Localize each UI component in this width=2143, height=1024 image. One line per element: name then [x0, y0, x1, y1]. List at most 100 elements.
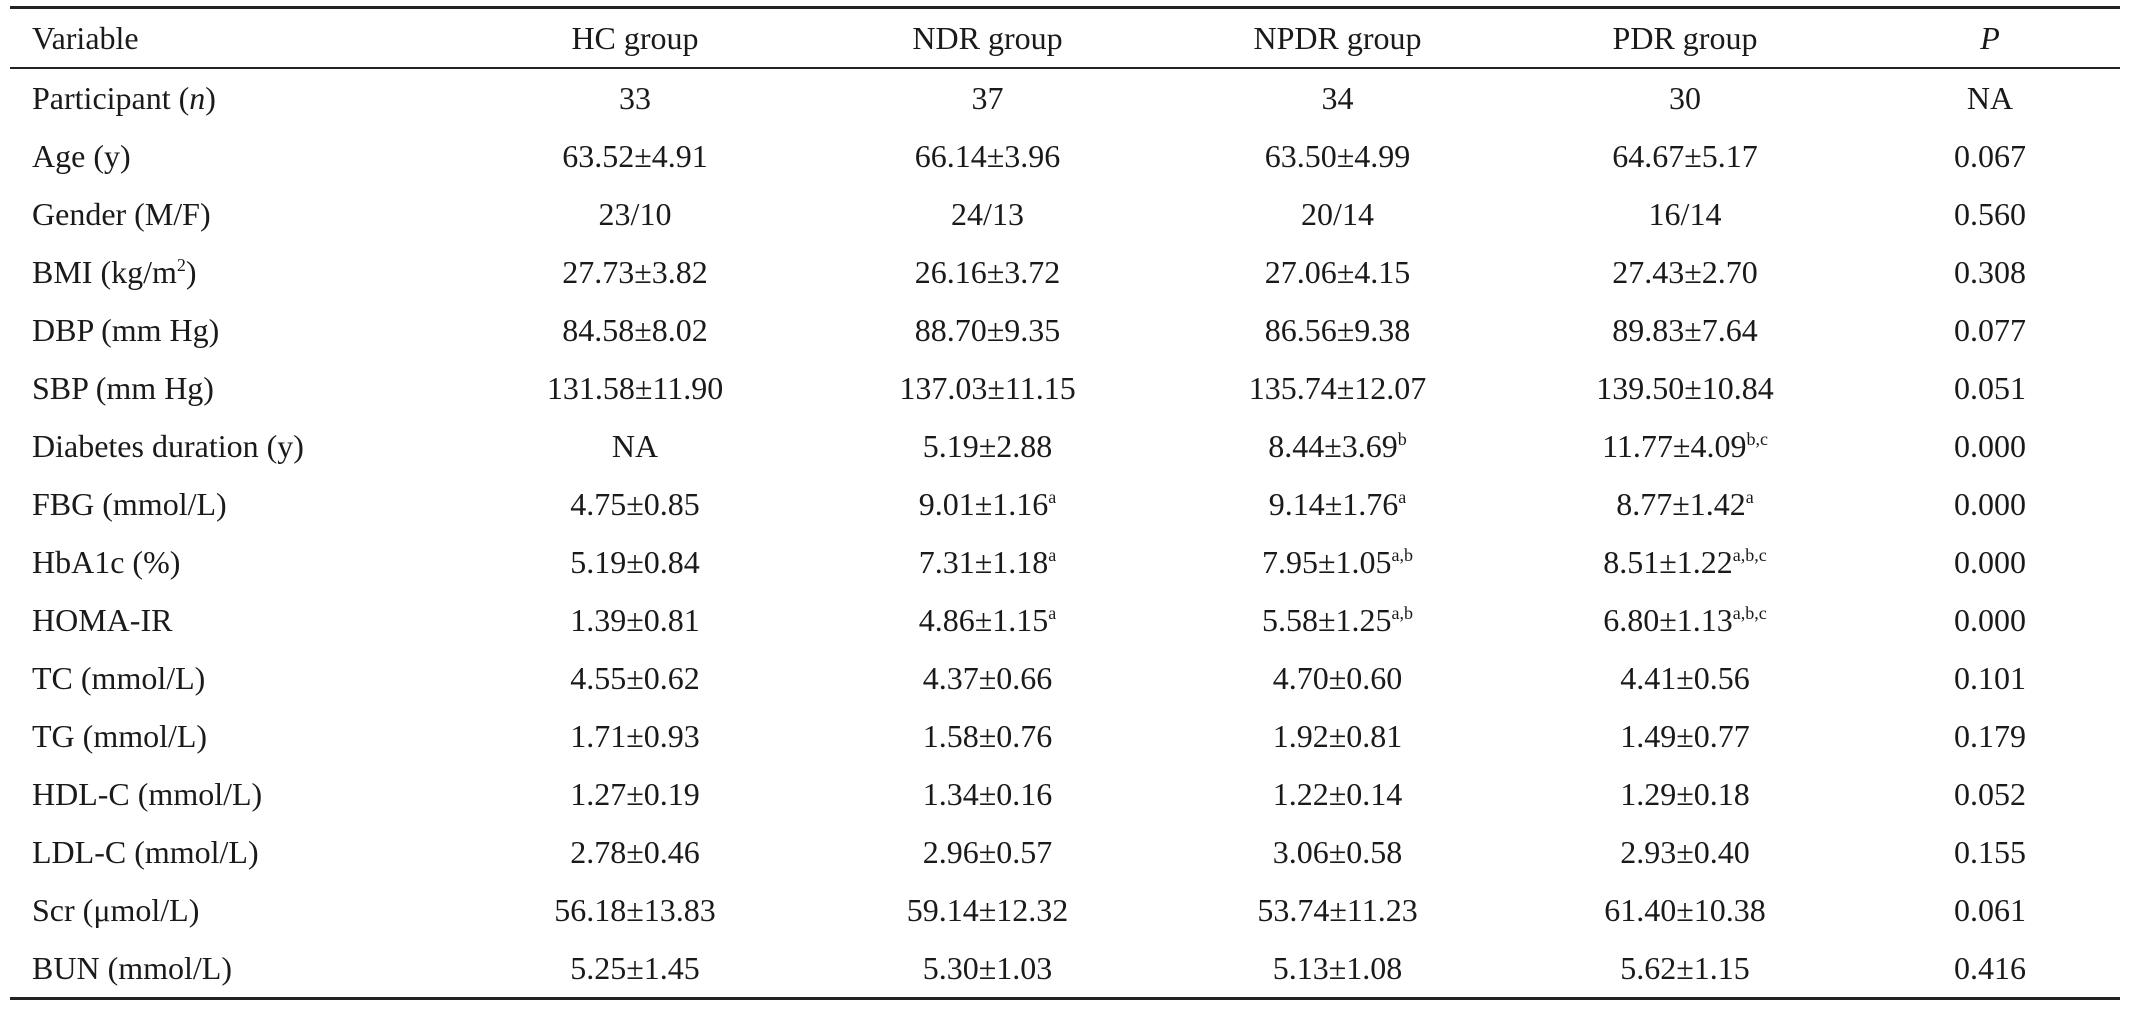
- significance-superscript: a,b: [1391, 603, 1414, 623]
- cell-value: 84.58±8.02: [562, 312, 708, 348]
- cell-value: 37: [971, 80, 1004, 116]
- cell-value: 33: [619, 80, 651, 116]
- cell-ndr-group: 26.16±3.72: [810, 243, 1165, 301]
- cell-ndr-group: 5.19±2.88: [810, 417, 1165, 475]
- cell-hc-group: 2.78±0.46: [460, 823, 810, 881]
- cell-value: 24/13: [951, 196, 1024, 232]
- table-row: HOMA-IR 1.39±0.81 4.86±1.15a 5.58±1.25a,b 6.…: [10, 591, 2120, 649]
- cell-value: 89.83±7.64: [1612, 312, 1758, 348]
- cell-p-value: NA: [1966, 80, 2014, 116]
- table-header: Variable HC group NDR group NPDR group P…: [10, 7, 2120, 68]
- cell-p-value: 0.560: [1954, 196, 2026, 232]
- cell-value: 1.22±0.14: [1272, 776, 1403, 812]
- cell-value: 16/14: [1648, 196, 1722, 232]
- significance-superscript: b: [1397, 429, 1407, 449]
- cell-value: 4.86±1.15: [918, 602, 1049, 638]
- table-row: Scr (μmol/L) 56.18±13.83 59.14±12.32 53.74±…: [10, 881, 2120, 939]
- cell-value: 137.03±11.15: [899, 370, 1076, 406]
- cell-p-value: 0.077: [1954, 312, 2026, 348]
- cell-p-value: 0.052: [1954, 776, 2026, 812]
- cell-value: 6.80±1.13: [1603, 602, 1733, 638]
- row-variable-cell: HDL-C (mmol/L): [10, 765, 460, 823]
- cell-value: 64.67±5.17: [1612, 138, 1758, 174]
- cell-value: 34: [1321, 80, 1354, 116]
- variable-label: TG (mmol/L): [32, 718, 208, 754]
- variable-label: BMI (kg/m: [32, 254, 177, 290]
- cell-pdr-group: 6.80±1.13a,b,c: [1510, 591, 1860, 649]
- cell-value: 11.77±4.09: [1602, 428, 1747, 464]
- significance-superscript: a: [1048, 487, 1057, 507]
- table-row: SBP (mm Hg) 131.58±11.90 137.03±11.15 135.7…: [10, 359, 2120, 417]
- cell-npdr-group: 27.06±4.15: [1165, 243, 1510, 301]
- cell-value: 5.19±2.88: [922, 428, 1053, 464]
- variable-label: Participant (: [32, 80, 190, 116]
- cell-hc-group: 4.55±0.62: [460, 649, 810, 707]
- cell-hc-group: 84.58±8.02: [460, 301, 810, 359]
- cell-ndr-group: 37: [810, 68, 1165, 127]
- cell-value: 1.29±0.18: [1620, 776, 1750, 812]
- cell-npdr-group: 86.56±9.38: [1165, 301, 1510, 359]
- cell-npdr-group: 135.74±12.07: [1165, 359, 1510, 417]
- table-row: TC (mmol/L) 4.55±0.62 4.37±0.66 4.70±0.60 4.…: [10, 649, 2120, 707]
- cell-hc-group: 23/10: [460, 185, 810, 243]
- cell-value: 5.62±1.15: [1620, 950, 1750, 986]
- cell-value: 7.31±1.18: [918, 544, 1049, 580]
- cell-value: 9.14±1.76: [1268, 486, 1399, 522]
- cell-hc-group: 27.73±3.82: [460, 243, 810, 301]
- cell-pdr-group: 11.77±4.09b,c: [1510, 417, 1860, 475]
- cell-value: 27.73±3.82: [562, 254, 708, 290]
- significance-superscript: a: [1398, 487, 1407, 507]
- cell-value: 7.95±1.05: [1261, 544, 1392, 580]
- cell-value: 63.52±4.91: [562, 138, 708, 174]
- cell-hc-group: NA: [460, 417, 810, 475]
- cell-pdr-group: 61.40±10.38: [1510, 881, 1860, 939]
- significance-superscript: a,b,c: [1732, 545, 1767, 565]
- variable-label: FBG (mmol/L): [32, 486, 227, 522]
- table-row: TG (mmol/L) 1.71±0.93 1.58±0.76 1.92±0.81 1.…: [10, 707, 2120, 765]
- cell-hc-group: 1.71±0.93: [460, 707, 810, 765]
- row-variable-cell: HbA1c (%): [10, 533, 460, 591]
- cell-ndr-group: 4.37±0.66: [810, 649, 1165, 707]
- header-hc-group: HC group: [571, 20, 699, 56]
- cell-ndr-group: 4.86±1.15a: [810, 591, 1165, 649]
- header-npdr-group: NPDR group: [1253, 20, 1422, 56]
- cell-npdr-group: 34: [1165, 68, 1510, 127]
- cell-npdr-group: 4.70±0.60: [1165, 649, 1510, 707]
- cell-value: 61.40±10.38: [1604, 892, 1766, 928]
- significance-superscript: a,b: [1391, 545, 1414, 565]
- header-variable: Variable: [32, 20, 139, 56]
- row-variable-cell: Participant (n): [10, 68, 460, 127]
- cell-value: 8.44±3.69: [1268, 428, 1398, 464]
- cell-value: 131.58±11.90: [546, 370, 724, 406]
- cell-pdr-group: 8.51±1.22a,b,c: [1510, 533, 1860, 591]
- cell-value: 1.27±0.19: [570, 776, 700, 812]
- cell-value: 63.50±4.99: [1264, 138, 1411, 174]
- cell-value: 4.41±0.56: [1620, 660, 1750, 696]
- row-variable-cell: Diabetes duration (y): [10, 417, 460, 475]
- variable-label: HDL-C (mmol/L): [32, 776, 263, 812]
- row-variable-cell: TG (mmol/L): [10, 707, 460, 765]
- significance-superscript: a: [1048, 545, 1057, 565]
- cell-p-value: 0.155: [1954, 834, 2026, 870]
- variable-superscript: 2: [176, 255, 186, 275]
- variable-suffix: ): [185, 254, 197, 290]
- cell-npdr-group: 7.95±1.05a,b: [1165, 533, 1510, 591]
- cell-value: 27.43±2.70: [1612, 254, 1758, 290]
- cell-value: 30: [1669, 80, 1701, 116]
- cell-value: 8.77±1.42: [1616, 486, 1746, 522]
- header-ndr-group: NDR group: [912, 20, 1063, 56]
- table-row: Gender (M/F) 23/10 24/13 20/14 16/14 0.560: [10, 185, 2120, 243]
- cell-ndr-group: 2.96±0.57: [810, 823, 1165, 881]
- header-pdr-group: PDR group: [1612, 20, 1758, 56]
- cell-value: 88.70±9.35: [914, 312, 1061, 348]
- variable-label: Scr (μmol/L): [32, 892, 200, 928]
- cell-value: 2.78±0.46: [570, 834, 700, 870]
- variable-label: LDL-C (mmol/L): [32, 834, 259, 870]
- cell-pdr-group: 2.93±0.40: [1510, 823, 1860, 881]
- variable-label: TC (mmol/L): [32, 660, 206, 696]
- table-row: BUN (mmol/L) 5.25±1.45 5.30±1.03 5.13±1.08 5…: [10, 939, 2120, 999]
- cell-value: 1.71±0.93: [570, 718, 700, 754]
- cell-npdr-group: 8.44±3.69b: [1165, 417, 1510, 475]
- row-variable-cell: SBP (mm Hg): [10, 359, 460, 417]
- table-row: DBP (mm Hg) 84.58±8.02 88.70±9.35 86.56±9.3…: [10, 301, 2120, 359]
